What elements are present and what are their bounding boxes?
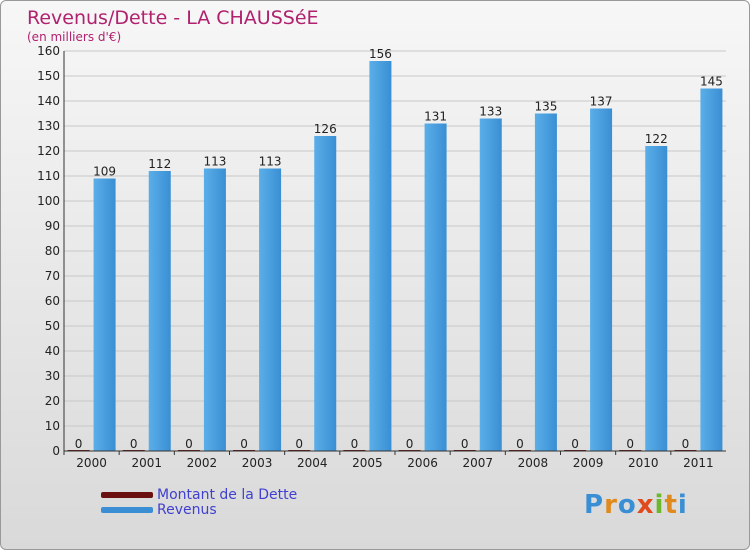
- x-tick-label: 2010: [628, 456, 659, 470]
- data-label-dette: 0: [626, 437, 634, 451]
- data-label-revenus: 145: [700, 75, 723, 89]
- data-label-dette: 0: [461, 437, 469, 451]
- chart-subtitle: (en milliers d'€): [27, 30, 122, 44]
- y-tick-label: 70: [45, 269, 60, 283]
- data-label-revenus: 122: [645, 132, 668, 146]
- x-tick-label: 2002: [187, 456, 218, 470]
- data-label-dette: 0: [295, 437, 303, 451]
- data-label-revenus: 133: [479, 105, 502, 119]
- data-label-revenus: 156: [369, 47, 392, 61]
- x-tick-label: 2007: [462, 456, 493, 470]
- bar-revenus: [369, 61, 392, 451]
- y-tick-label: 130: [37, 119, 60, 133]
- chart-title: Revenus/Dette - LA CHAUSSéE: [27, 7, 319, 29]
- y-tick-label: 90: [45, 219, 60, 233]
- y-tick-label: 0: [52, 444, 60, 458]
- x-tick-label: 2006: [407, 456, 438, 470]
- y-tick-label: 150: [37, 69, 60, 83]
- y-tick-label: 30: [45, 369, 60, 383]
- data-label-revenus: 131: [424, 110, 447, 124]
- y-tick-label: 60: [45, 294, 60, 308]
- data-label-revenus: 135: [534, 100, 557, 114]
- legend-label-dette: Montant de la Dette: [157, 486, 298, 503]
- data-label-dette: 0: [682, 437, 690, 451]
- y-tick-label: 110: [37, 169, 60, 183]
- bar-revenus: [259, 168, 282, 451]
- data-label-revenus: 113: [203, 155, 226, 169]
- x-tick-label: 2011: [683, 456, 714, 470]
- x-tick-label: 2009: [573, 456, 604, 470]
- data-label-dette: 0: [185, 437, 193, 451]
- x-tick-label: 2008: [518, 456, 549, 470]
- data-label-dette: 0: [240, 437, 248, 451]
- legend: Montant de la Dette Revenus: [101, 486, 298, 518]
- x-tick-label: 2001: [131, 456, 162, 470]
- bar-revenus: [590, 108, 613, 451]
- data-label-dette: 0: [75, 437, 83, 451]
- y-tick-label: 160: [37, 44, 60, 58]
- data-label-dette: 0: [571, 437, 579, 451]
- y-tick-label: 10: [45, 419, 60, 433]
- x-tick-label: 2000: [76, 456, 107, 470]
- data-label-revenus: 113: [259, 155, 282, 169]
- legend-swatch-revenus: [101, 506, 153, 513]
- bar-revenus: [700, 88, 723, 451]
- bar-revenus: [148, 171, 171, 451]
- x-tick-label: 2004: [297, 456, 328, 470]
- bar-revenus: [203, 168, 226, 451]
- data-label-revenus: 137: [590, 95, 613, 109]
- y-tick-label: 40: [45, 344, 60, 358]
- y-tick-label: 120: [37, 144, 60, 158]
- y-tick-label: 100: [37, 194, 60, 208]
- data-label-dette: 0: [406, 437, 414, 451]
- legend-swatch-dette: [101, 491, 153, 498]
- y-tick-label: 140: [37, 94, 60, 108]
- bar-revenus: [424, 123, 447, 451]
- data-label-revenus: 109: [93, 165, 116, 179]
- bar-revenus: [479, 118, 502, 451]
- data-label-revenus: 112: [148, 157, 171, 171]
- data-label-dette: 0: [351, 437, 359, 451]
- data-label-dette: 0: [516, 437, 524, 451]
- proxiti-logo: Proxiti: [584, 490, 688, 520]
- bar-revenus: [93, 178, 116, 451]
- data-label-dette: 0: [130, 437, 138, 451]
- bar-revenus: [534, 113, 557, 451]
- bar-revenus: [314, 136, 337, 451]
- x-tick-label: 2003: [242, 456, 273, 470]
- legend-item-revenus: Revenus: [101, 501, 297, 518]
- legend-label-revenus: Revenus: [157, 501, 217, 518]
- legend-item-dette: Montant de la Dette: [101, 486, 298, 503]
- y-tick-label: 20: [45, 394, 60, 408]
- data-label-revenus: 126: [314, 122, 337, 136]
- bar-revenus: [645, 146, 668, 451]
- y-tick-label: 80: [45, 244, 60, 258]
- x-tick-label: 2005: [352, 456, 383, 470]
- y-tick-label: 50: [45, 319, 60, 333]
